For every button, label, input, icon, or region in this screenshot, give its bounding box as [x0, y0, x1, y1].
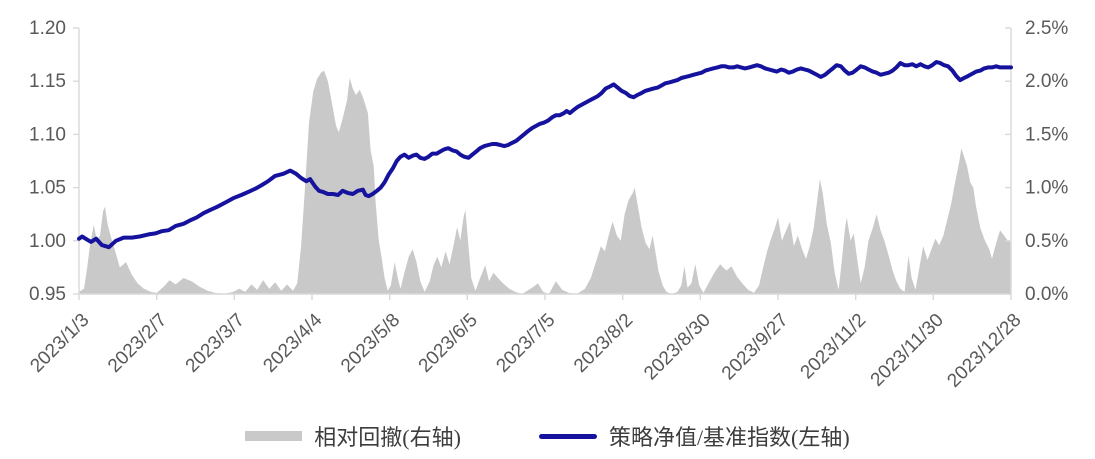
- y-axis-right-tick-label: 1.5%: [1025, 124, 1068, 145]
- x-axis-tick-label: 2023/6/5: [415, 310, 482, 377]
- y-axis-left-tick-label: 1.15: [29, 71, 66, 92]
- y-axis-right-tick-label: 2.0%: [1025, 71, 1068, 92]
- x-axis-tick-label: 2023/11/2: [797, 310, 871, 384]
- x-axis-tick-label: 2023/4/4: [259, 309, 326, 376]
- x-axis-tick-label: 2023/12/28: [943, 310, 1025, 392]
- x-axis-tick-label: 2023/8/30: [640, 310, 715, 385]
- drawdown-area-swatch: [245, 431, 303, 441]
- y-axis-right-tick-label: 0.5%: [1025, 231, 1068, 252]
- nav-line-series: [77, 60, 1013, 250]
- y-axis-right-tick-label: 1.0%: [1025, 178, 1068, 199]
- y-axis-left-tick-label: 1.05: [29, 178, 66, 199]
- legend-item-drawdown[interactable]: 相对回撤(右轴): [245, 420, 461, 452]
- y-axis-right-tick-label: 0.0%: [1025, 284, 1068, 305]
- nav-line-swatch: [538, 433, 597, 439]
- legend: 相对回撤(右轴) 策略净值/基准指数(左轴): [0, 420, 1095, 452]
- x-axis-tick-label: 2023/11/30: [867, 310, 948, 391]
- y-axis-left-tick-label: 1.00: [29, 231, 66, 252]
- x-axis-tick-label: 2023/5/8: [337, 310, 404, 377]
- chart-canvas: 1.20 1.15 1.10 1.05 1.00 0.95 2.5% 2.0% 1.5% 1.0%…: [26, 18, 1068, 392]
- drawdown-legend-label: 相对回撤(右轴): [314, 425, 461, 450]
- x-axis-tick-label: 2023/1/3: [26, 310, 93, 377]
- y-axis-left-tick-label: 0.95: [29, 284, 66, 305]
- x-axis-tick-label: 2023/3/7: [182, 310, 249, 377]
- x-axis-tick-label: 2023/7/5: [492, 310, 559, 377]
- y-axis-left-tick-label: 1.20: [29, 18, 66, 39]
- x-axis-tick-label: 2023/2/7: [104, 310, 171, 377]
- x-axis-tick-label: 2023/8/2: [570, 310, 637, 377]
- legend-item-nav[interactable]: 策略净值/基准指数(左轴): [538, 420, 850, 452]
- nav-legend-label: 策略净值/基准指数(左轴): [608, 425, 850, 450]
- x-axis-tick-label: 2023/9/27: [718, 310, 793, 385]
- y-axis-right-tick-label: 2.5%: [1025, 18, 1068, 39]
- drawdown-area-series: [79, 70, 1011, 294]
- y-axis-left-tick-label: 1.10: [29, 124, 66, 145]
